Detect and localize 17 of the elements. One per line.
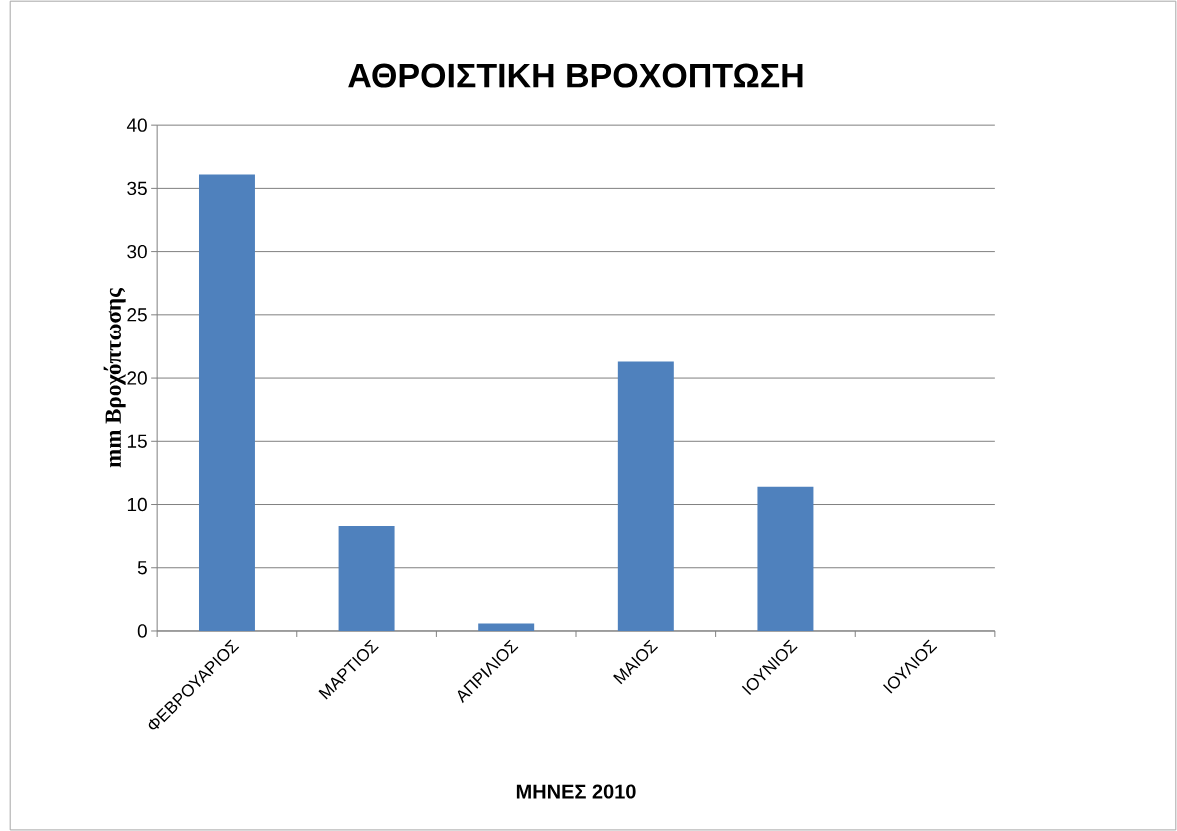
bar — [617, 361, 674, 631]
bar — [757, 486, 814, 631]
y-tick-label: 40 — [126, 118, 147, 132]
y-tick-label: 25 — [127, 308, 147, 322]
y-tick-label: 30 — [127, 244, 147, 259]
y-tick-label: 15 — [127, 434, 147, 448]
y-axis-title: mm Βροχόπτωσης — [103, 287, 126, 468]
bar — [338, 525, 395, 631]
bar — [478, 623, 535, 631]
y-tick-label: 20 — [127, 371, 147, 385]
x-axis-title: ΜΗΝΕΣ 2010 — [516, 784, 636, 799]
y-tick-label: 5 — [137, 561, 147, 575]
y-tick-label: 35 — [127, 181, 147, 196]
y-tick-label: 0 — [137, 624, 147, 638]
chart-title: ΑΘΡΟΙΣΤΙΚΗ ΒΡΟΧΟΠΤΩΣΗ — [348, 63, 803, 88]
bar — [198, 174, 255, 631]
y-tick-label: 10 — [127, 497, 147, 512]
